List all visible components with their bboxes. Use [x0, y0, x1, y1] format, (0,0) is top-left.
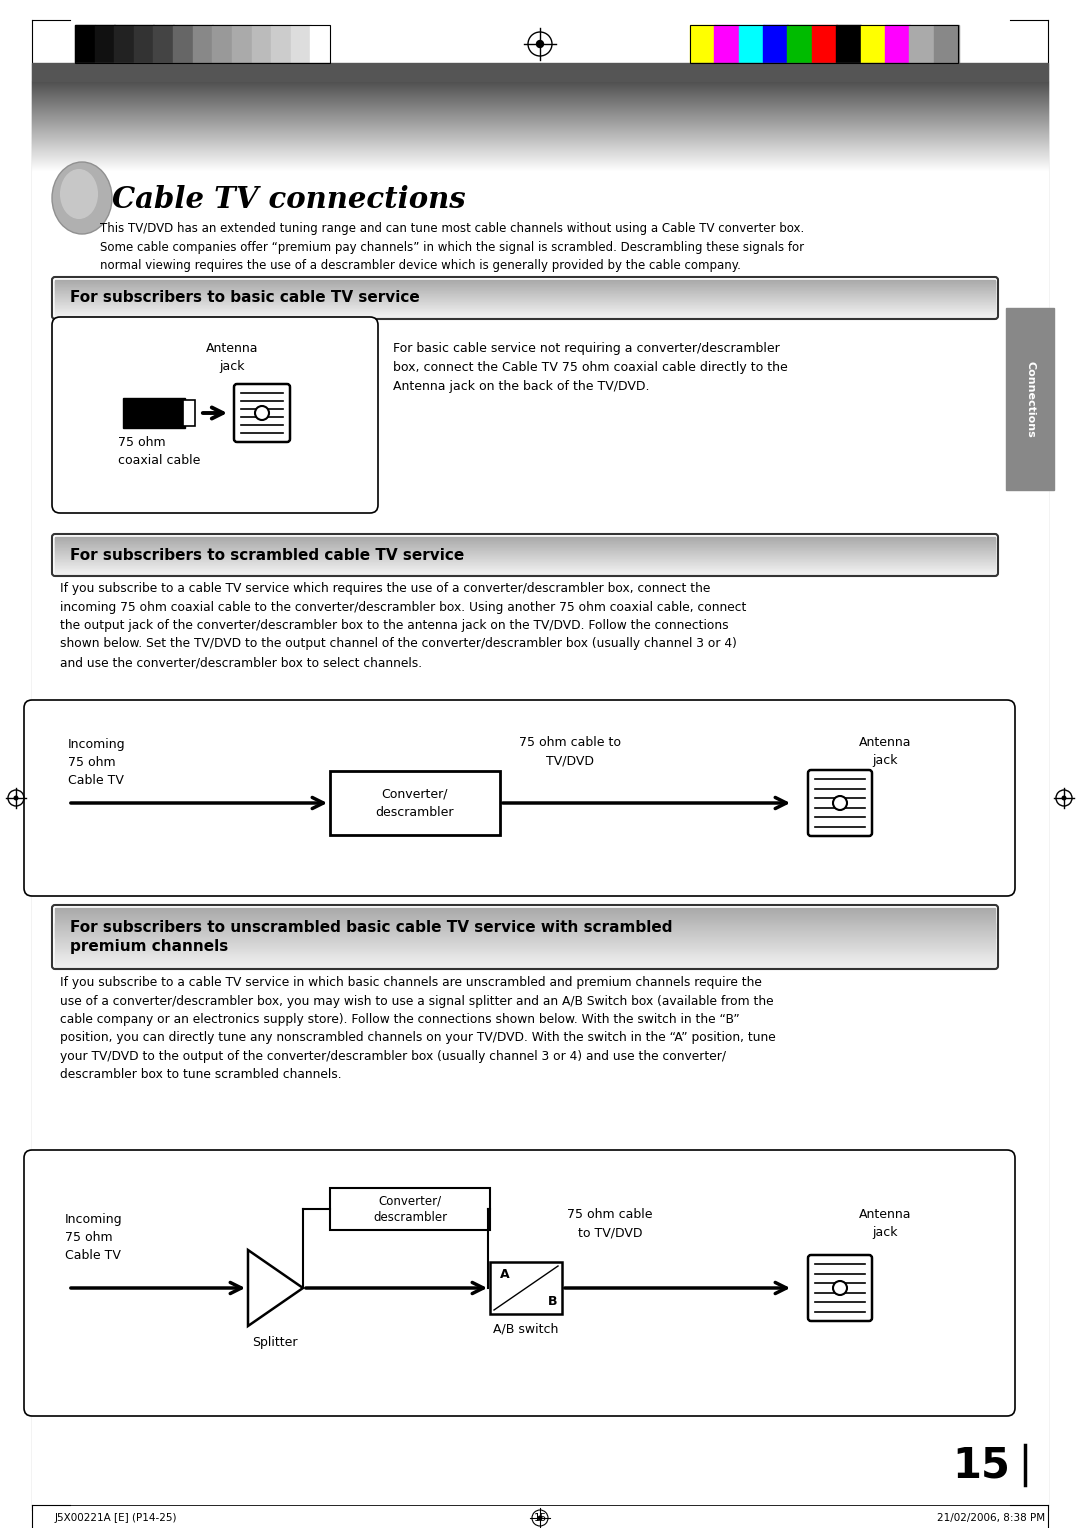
Ellipse shape [60, 170, 98, 219]
Circle shape [538, 1516, 542, 1520]
Bar [812, 24, 837, 63]
Bar [909, 24, 934, 63]
Bar [885, 24, 909, 63]
Text: A/B switch: A/B switch [494, 1322, 558, 1335]
Ellipse shape [52, 162, 112, 234]
Bar [933, 24, 959, 63]
Text: Incoming
75 ohm
Cable TV: Incoming 75 ohm Cable TV [65, 1213, 123, 1262]
Bar [75, 24, 330, 63]
Bar [787, 24, 812, 63]
Text: Antenna
jack: Antenna jack [859, 736, 912, 767]
Bar [173, 24, 193, 63]
Bar [330, 1187, 490, 1230]
Bar [690, 24, 958, 63]
Text: Antenna
jack: Antenna jack [206, 342, 258, 373]
FancyBboxPatch shape [808, 1254, 872, 1322]
Text: Antenna
jack: Antenna jack [859, 1209, 912, 1239]
Circle shape [537, 41, 543, 47]
Circle shape [833, 1280, 847, 1296]
Bar [192, 24, 213, 63]
Bar [32, 171, 1048, 1511]
Bar [714, 24, 739, 63]
Bar [739, 24, 764, 63]
Bar [291, 24, 311, 63]
Bar [861, 24, 886, 63]
FancyBboxPatch shape [234, 384, 291, 442]
Bar [232, 24, 252, 63]
Bar [310, 24, 330, 63]
Bar [330, 772, 500, 834]
Text: Connections: Connections [1025, 361, 1035, 437]
Text: For subscribers to scrambled cable TV service: For subscribers to scrambled cable TV se… [70, 547, 464, 562]
Text: Incoming
75 ohm
Cable TV: Incoming 75 ohm Cable TV [68, 738, 125, 787]
Circle shape [13, 796, 18, 801]
Text: Cable TV connections: Cable TV connections [112, 185, 465, 214]
Circle shape [833, 796, 847, 810]
Bar [252, 24, 272, 63]
Text: 75 ohm
coaxial cable: 75 ohm coaxial cable [118, 435, 201, 468]
Text: 75 ohm cable to
TV/DVD: 75 ohm cable to TV/DVD [519, 736, 621, 767]
Bar [1005, 309, 1054, 490]
Bar [183, 400, 195, 426]
Text: For basic cable service not requiring a converter/descrambler
box, connect the C: For basic cable service not requiring a … [393, 342, 787, 393]
Text: 21/02/2006, 8:38 PM: 21/02/2006, 8:38 PM [936, 1513, 1045, 1523]
Text: Splitter: Splitter [253, 1335, 298, 1349]
Bar [213, 24, 232, 63]
Bar [490, 1262, 562, 1314]
Bar [32, 63, 1048, 81]
FancyBboxPatch shape [52, 316, 378, 513]
Bar [95, 24, 114, 63]
Text: 75 ohm cable
to TV/DVD: 75 ohm cable to TV/DVD [567, 1209, 652, 1239]
Text: For subscribers to unscrambled basic cable TV service with scrambled
premium cha: For subscribers to unscrambled basic cab… [70, 920, 673, 955]
Bar [134, 24, 154, 63]
Circle shape [1062, 796, 1067, 801]
Text: This TV/DVD has an extended tuning range and can tune most cable channels withou: This TV/DVD has an extended tuning range… [100, 222, 805, 272]
Text: Converter/
descrambler: Converter/ descrambler [376, 787, 455, 819]
Text: If you subscribe to a cable TV service which requires the use of a converter/des: If you subscribe to a cable TV service w… [60, 582, 746, 669]
Bar [764, 24, 788, 63]
Bar [114, 24, 134, 63]
Text: A: A [500, 1268, 510, 1280]
Circle shape [255, 406, 269, 420]
Text: 15: 15 [534, 1513, 546, 1523]
Bar [153, 24, 174, 63]
Text: Converter/
descrambler: Converter/ descrambler [373, 1193, 447, 1224]
Bar [690, 24, 715, 63]
FancyBboxPatch shape [808, 770, 872, 836]
Bar [271, 24, 292, 63]
Text: B: B [548, 1296, 557, 1308]
Text: For subscribers to basic cable TV service: For subscribers to basic cable TV servic… [70, 290, 420, 306]
FancyBboxPatch shape [24, 700, 1015, 895]
Bar [75, 24, 95, 63]
Bar [836, 24, 861, 63]
FancyBboxPatch shape [24, 1151, 1015, 1416]
Text: J5X00221A [E] (P14-25): J5X00221A [E] (P14-25) [55, 1513, 177, 1523]
Text: 15: 15 [953, 1444, 1010, 1487]
Bar [123, 397, 185, 428]
Text: If you subscribe to a cable TV service in which basic channels are unscrambled a: If you subscribe to a cable TV service i… [60, 976, 775, 1082]
